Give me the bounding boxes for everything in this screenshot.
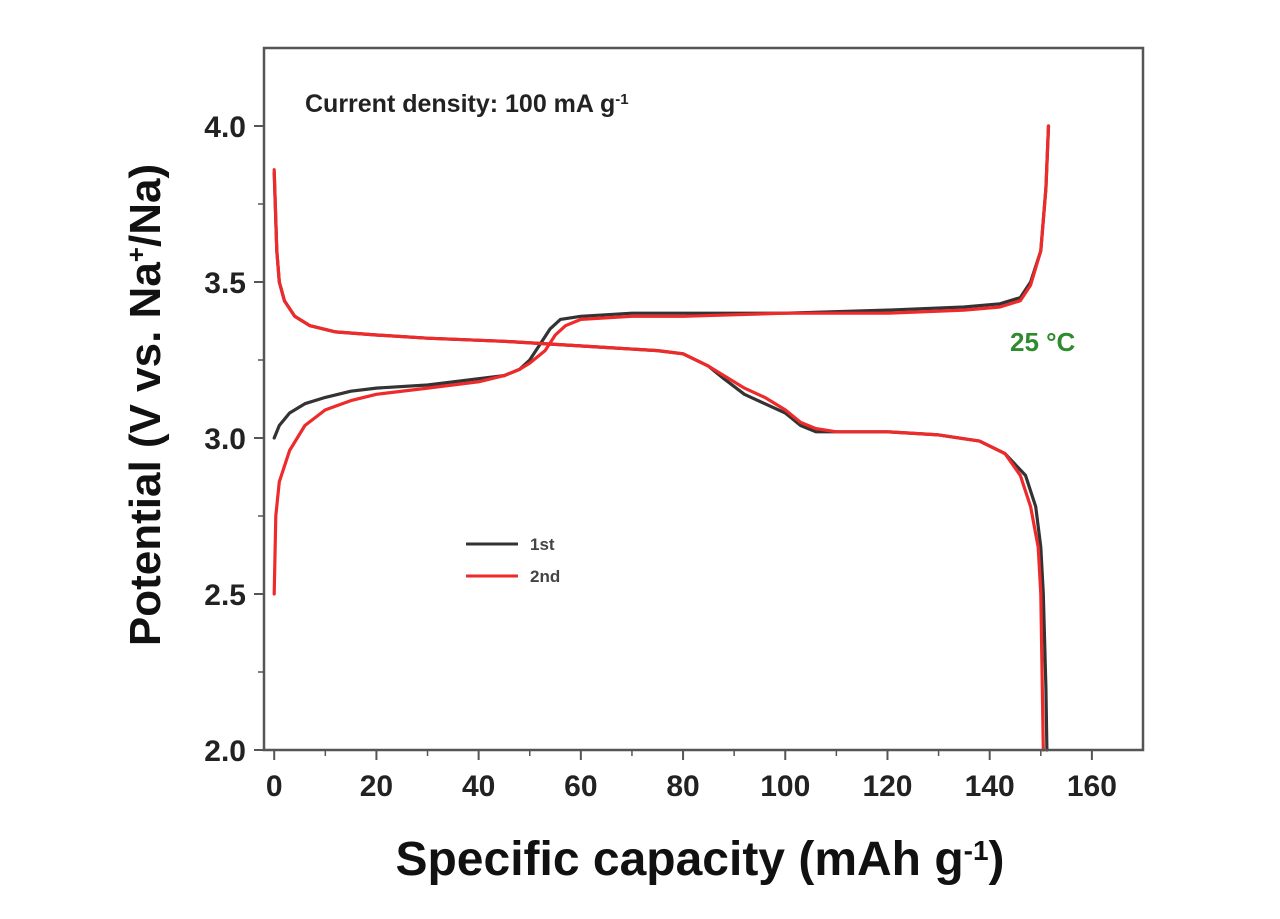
y-tick-label: 3.0 [204, 423, 246, 456]
tick-layer: 0 20 40 60 80 100 120 140 160 2.0 2.5 3.0 3.5 4.0 [204, 111, 1117, 803]
current-density-annotation: Current density: 100 mA g-1 [305, 90, 629, 118]
legend-label-1st: 1st [530, 535, 555, 554]
legend-label-2nd: 2nd [530, 567, 560, 586]
y-tick-label: 2.0 [204, 735, 246, 768]
series-layer [272, 124, 1051, 752]
temperature-annotation: 25 °C [1010, 327, 1076, 357]
x-tick-label: 60 [564, 770, 597, 803]
y-tick-label: 2.5 [204, 579, 246, 612]
y-tick-label: 4.0 [204, 111, 246, 144]
x-axis-title: Specific capacity (mAh g-1) [395, 833, 1004, 886]
legend: 1st 2nd [466, 535, 560, 586]
x-tick-label: 160 [1067, 770, 1117, 803]
x-tick-label: 100 [760, 770, 810, 803]
y-tick-label: 3.5 [204, 267, 246, 300]
y-axis-title: Potential (V vs. Na+/Na) [121, 164, 170, 646]
x-tick-label: 120 [862, 770, 912, 803]
series-2nd-discharge-curve [272, 168, 1045, 752]
x-tick-label: 80 [666, 770, 699, 803]
x-tick-label: 20 [360, 770, 393, 803]
plot-frame [262, 46, 1145, 752]
x-tick-label: 40 [462, 770, 495, 803]
x-tick-label: 0 [266, 770, 283, 803]
series-1st-charge-curve [272, 124, 1051, 440]
x-tick-label: 140 [965, 770, 1015, 803]
